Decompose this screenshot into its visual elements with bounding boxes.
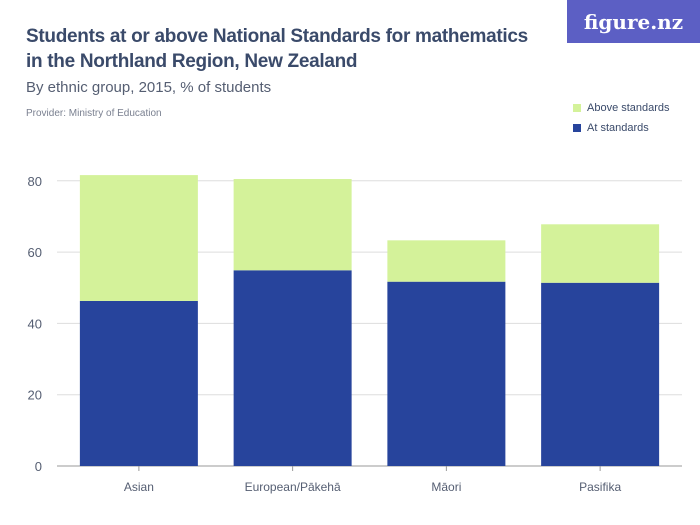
legend-swatch-above: [573, 104, 581, 112]
y-tick-label: 60: [28, 245, 42, 260]
legend-swatch-at: [573, 124, 581, 132]
legend: Above standards At standards: [573, 98, 670, 138]
bar-at-standards: [79, 300, 198, 466]
provider-text: Provider: Ministry of Education: [26, 108, 162, 119]
legend-label-at: At standards: [587, 122, 649, 134]
legend-item-above: Above standards: [573, 98, 670, 118]
y-tick-label: 20: [28, 388, 42, 403]
y-tick-label: 80: [28, 174, 42, 189]
legend-item-at: At standards: [573, 118, 670, 138]
legend-label-above: Above standards: [587, 102, 670, 114]
bar-at-standards: [233, 270, 352, 466]
chart-title: Students at or above National Standards …: [26, 26, 528, 72]
y-tick-label: 0: [35, 459, 42, 474]
bar-above-standards: [541, 224, 660, 283]
x-tick-label: European/Pākehā: [245, 480, 341, 494]
bar-at-standards: [541, 282, 660, 466]
figure-nz-logo[interactable]: figure.nz: [567, 0, 700, 43]
y-tick-label: 40: [28, 316, 42, 331]
bar-above-standards: [233, 179, 352, 271]
x-tick-label: Pasifika: [579, 480, 621, 494]
bar-at-standards: [387, 281, 506, 466]
bar-above-standards: [387, 240, 506, 282]
chart-subtitle: By ethnic group, 2015, % of students: [26, 79, 272, 96]
bar-above-standards: [79, 175, 198, 301]
x-tick-label: Māori: [431, 480, 461, 494]
x-tick-label: Asian: [124, 480, 154, 494]
